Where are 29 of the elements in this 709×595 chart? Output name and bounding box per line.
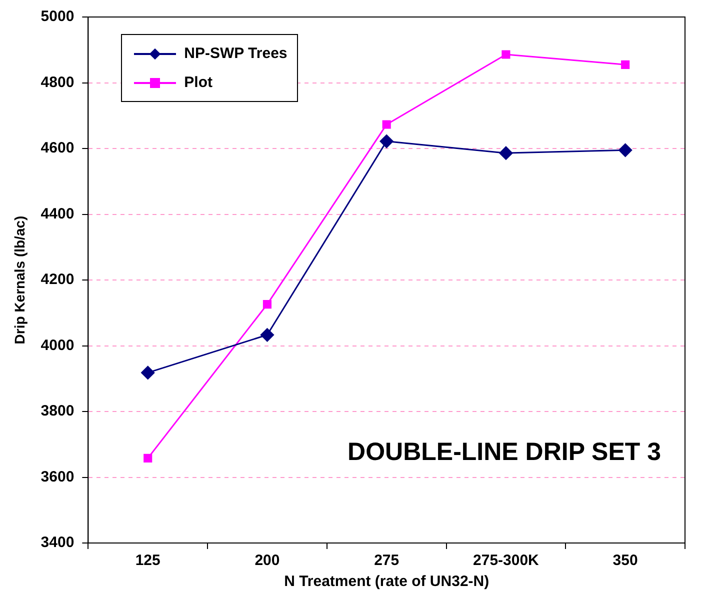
y-tick-label: 4400 (40, 205, 74, 222)
point (502, 50, 510, 59)
y-tick-label: 3400 (40, 534, 74, 552)
point (618, 143, 632, 157)
y-tick-label: 4200 (40, 271, 74, 288)
x-tick-label: 350 (612, 552, 638, 570)
point (499, 146, 513, 160)
y-axis-title: Drip Kernals (lb/ac) (11, 216, 28, 344)
x-axis-title: N Treatment (rate of UN32-N) (284, 573, 490, 590)
legend-label: NP-SWP Trees (184, 45, 288, 62)
y-tick-label: 3600 (40, 468, 74, 486)
point (380, 134, 394, 148)
annotation: DOUBLE-LINE DRIP SET 3 (348, 438, 661, 466)
y-tick-label: 5000 (40, 8, 74, 26)
y-tick-label: 3800 (40, 402, 74, 420)
point (141, 366, 155, 380)
point (260, 328, 274, 342)
x-tick-label: 275 (374, 552, 400, 570)
y-tick-label: 4000 (40, 336, 74, 354)
point (382, 120, 391, 129)
y-tick-label: 4800 (40, 74, 74, 91)
point (621, 60, 630, 69)
point (262, 300, 272, 309)
y-tick-label: 4600 (40, 140, 74, 157)
point (144, 454, 152, 462)
x-tick-label: 200 (254, 552, 280, 570)
legend-label: Plot (184, 74, 212, 91)
x-tick-label: 125 (135, 552, 160, 570)
x-tick-label: 275-300K (473, 552, 540, 570)
